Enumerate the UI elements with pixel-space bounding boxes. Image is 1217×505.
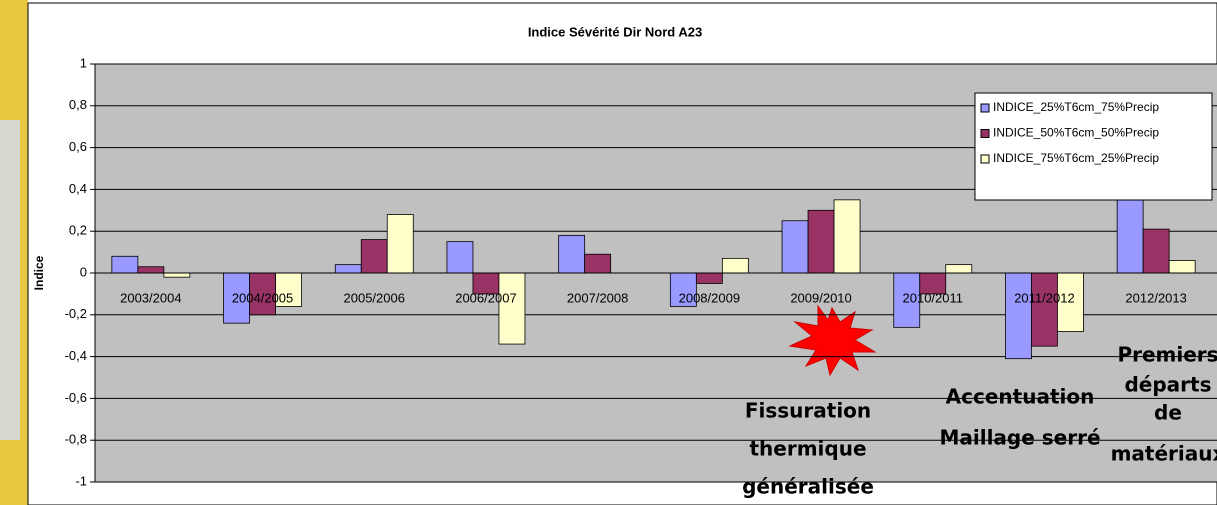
bar <box>696 273 722 283</box>
y-tick-label: 0 <box>80 264 87 279</box>
bar <box>387 214 413 273</box>
x-tick-label: 2003/2004 <box>120 290 181 305</box>
bar <box>1169 260 1195 273</box>
bar <box>335 265 361 273</box>
y-tick-label: -0,6 <box>65 390 87 405</box>
bar <box>808 210 834 273</box>
bar <box>447 242 473 273</box>
bar <box>1005 273 1031 359</box>
annotation: thermique <box>749 437 866 461</box>
bar <box>138 267 164 273</box>
x-tick-label: 2006/2007 <box>455 290 516 305</box>
legend-label: INDICE_75%T6cm_25%Precip <box>993 151 1159 165</box>
chart: Indice Sévérité Dir Nord A23 Indice -1 -0… <box>0 0 1217 505</box>
page: Indice Sévérité Dir Nord A23 Indice -1 -0… <box>0 0 1217 505</box>
annotation: matériaux <box>1111 442 1217 466</box>
slide-decor <box>0 120 20 440</box>
x-tick-label: 2008/2009 <box>679 290 740 305</box>
bar <box>1031 273 1057 346</box>
y-axis-label: Indice <box>32 255 46 290</box>
x-tick-label: 2005/2006 <box>344 290 405 305</box>
annotation: Maillage serré <box>939 426 1100 450</box>
annotation: Accentuation <box>946 385 1095 409</box>
legend-swatch <box>981 155 989 163</box>
bar <box>585 254 611 273</box>
chart-title: Indice Sévérité Dir Nord A23 <box>528 24 702 39</box>
x-tick-label: 2010/2011 <box>903 290 964 305</box>
annotation: généralisée <box>742 475 874 499</box>
y-tick-label: -0,8 <box>65 432 87 447</box>
x-tick-label: 2009/2010 <box>790 290 851 305</box>
x-tick-label: 2012/2013 <box>1125 290 1186 305</box>
y-tick-label: -0,2 <box>65 306 87 321</box>
bar <box>1117 198 1143 273</box>
legend-label: INDICE_25%T6cm_75%Precip <box>993 100 1159 114</box>
bar <box>361 240 387 273</box>
x-tick-label: 2011/2012 <box>1014 290 1075 305</box>
y-tick-label: 0,4 <box>69 181 87 196</box>
x-tick-label: 2007/2008 <box>567 290 628 305</box>
y-tick-label: 1 <box>80 55 87 70</box>
legend-swatch <box>981 104 989 112</box>
legend-label: INDICE_50%T6cm_50%Precip <box>993 126 1159 140</box>
bar <box>946 265 972 273</box>
y-tick-label: 0,8 <box>69 97 87 112</box>
annotation: de <box>1154 401 1182 425</box>
annotation: départs <box>1124 373 1211 397</box>
x-tick-label: 2004/2005 <box>232 290 293 305</box>
bar <box>164 273 190 277</box>
bar <box>559 235 585 273</box>
legend-swatch <box>981 130 989 138</box>
bar <box>1143 229 1169 273</box>
y-tick-label: -0,4 <box>65 348 87 363</box>
y-tick-label: 0,2 <box>69 223 87 238</box>
bar <box>499 273 525 344</box>
annotation: Fissuration <box>745 399 871 423</box>
y-tick-label: 0,6 <box>69 139 87 154</box>
bar <box>112 256 138 273</box>
annotation: Premiers <box>1117 343 1217 367</box>
y-tick-label: -1 <box>75 473 87 488</box>
bar <box>782 221 808 273</box>
bar <box>834 200 860 273</box>
bar <box>722 258 748 273</box>
